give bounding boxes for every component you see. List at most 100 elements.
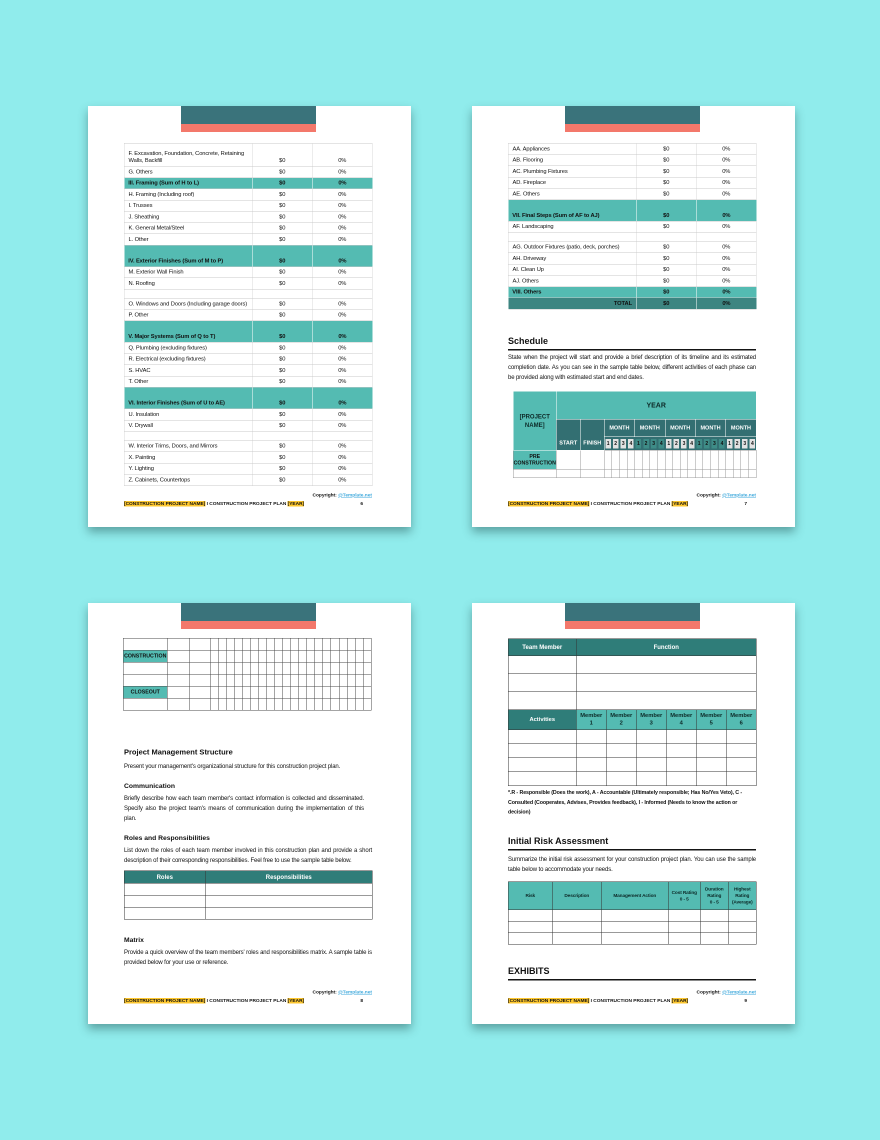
copyright-line: Copyright: @Template.net — [124, 988, 373, 997]
schedule-empty-cell — [626, 469, 635, 478]
cost-row: V. Major Systems (Sum of Q to T) $0 0% — [124, 320, 373, 343]
member-header: Member 5 — [696, 709, 727, 730]
cost-item-percent — [312, 289, 373, 299]
grid-cell — [346, 698, 356, 711]
schedule-empty-cell — [672, 450, 681, 470]
cost-item-amount — [252, 431, 313, 441]
cost-item-percent: 0% — [312, 420, 373, 432]
copyright-label: Copyright: — [312, 989, 337, 996]
grid-cell — [266, 674, 275, 687]
schedule-empty-cell — [687, 469, 696, 478]
grid-cell — [282, 674, 291, 687]
grid-cell — [362, 638, 372, 651]
year-placeholder: [YEAR] — [671, 998, 689, 1004]
cost-item-percent: 0% — [312, 200, 373, 212]
raci-cell — [696, 729, 727, 744]
grid-cell — [362, 686, 372, 699]
cost-item-amount: $0 — [252, 342, 313, 354]
risk-column-header: Highest Rating (Average) — [728, 881, 757, 910]
cost-item-amount: $0 — [252, 200, 313, 212]
cost-item-label: J. Sheathing — [124, 211, 253, 223]
schedule-empty-cell — [556, 450, 581, 470]
cost-item-label: AB. Flooring — [508, 154, 637, 166]
grid-cell — [242, 638, 251, 651]
cost-row: AF. Landscaping $0 0% — [508, 221, 757, 233]
grid-cell — [282, 662, 291, 675]
cost-item-percent: 0% — [312, 353, 373, 365]
cost-item-label: AC. Plumbing Fixtures — [508, 165, 637, 178]
cost-item-amount: $0 — [252, 177, 313, 189]
grid-cell — [274, 662, 283, 675]
team-empty-row — [508, 655, 757, 674]
week-number-cell: 1 — [604, 436, 612, 451]
cost-row — [124, 289, 373, 299]
raci-cell — [636, 757, 667, 772]
schedule-header-row: [PROJECT NAME] YEAR — [513, 391, 757, 451]
cost-item-amount: $0 — [636, 241, 697, 253]
raci-cell — [576, 757, 607, 772]
grid-cell — [226, 650, 235, 663]
roles-responsibilities-paragraph: List down the roles of each team member … — [124, 846, 372, 864]
schedule-empty-cell — [702, 469, 711, 478]
phase-label-cell — [123, 698, 168, 711]
member-header: Member 1 — [576, 709, 607, 730]
template-net-link[interactable]: @Template.net — [338, 989, 372, 996]
footer-title-line: [CONSTRUCTION PROJECT NAME] I CONSTRUCTI… — [508, 997, 756, 1006]
grid-cell — [242, 650, 251, 663]
cost-item-percent: 0% — [312, 166, 373, 178]
cost-item-percent: 0% — [312, 211, 373, 223]
grid-cell — [218, 650, 227, 663]
schedule-empty-cell — [611, 469, 620, 478]
project-name-placeholder: [CONSTRUCTION PROJECT NAME] — [508, 501, 590, 507]
roles-empty-row — [124, 907, 373, 920]
risk-cell — [728, 932, 757, 945]
cost-item-label: V. Drywall — [124, 420, 253, 432]
template-net-link[interactable]: @Template.net — [338, 492, 372, 499]
matrix-paragraph: Provide a quick overview of the team mem… — [124, 948, 372, 966]
risk-cell — [728, 921, 757, 933]
week-number: 1 — [605, 438, 611, 449]
cost-item-percent: 0% — [696, 252, 757, 265]
cost-item-label: H. Framing (Including roof) — [124, 188, 253, 201]
team-member-cell — [508, 691, 577, 710]
grid-cell — [298, 698, 308, 711]
cost-row: O. Windows and Doors (Including garage d… — [124, 298, 373, 310]
schedule-empty-cell — [717, 450, 727, 470]
grid-row — [123, 638, 372, 651]
phase-label-cell: CLOSEOUT — [123, 686, 168, 699]
grid-cell — [290, 698, 300, 711]
template-net-link[interactable]: @Template.net — [722, 492, 756, 499]
grid-cell — [274, 674, 283, 687]
grid-cell — [189, 674, 211, 687]
grid-cell — [258, 638, 267, 651]
risk-cell — [601, 921, 669, 933]
phase-label-cell — [123, 674, 168, 687]
cost-item-amount: $0 — [252, 387, 313, 409]
cost-item-label: S. HVAC — [124, 364, 253, 377]
cost-item-amount: $0 — [252, 222, 313, 234]
roles-header: Roles — [124, 870, 206, 884]
cost-row: AA. Appliances $0 0% — [508, 143, 757, 155]
week-number-cell: 4 — [687, 436, 696, 451]
grid-cell — [167, 686, 190, 699]
raci-empty-row — [508, 757, 757, 772]
schedule-empty-cell — [733, 469, 742, 478]
cost-row — [124, 431, 373, 441]
grid-cell — [234, 662, 243, 675]
grid-cell — [218, 638, 227, 651]
grid-cell — [330, 698, 340, 711]
cost-item-amount: $0 — [636, 264, 697, 276]
schedule-empty-cell — [702, 450, 711, 470]
cost-item-amount: $0 — [252, 233, 313, 246]
header-salmon-bar — [565, 621, 700, 629]
raci-cell — [696, 743, 727, 758]
cost-item-label: AJ. Others — [508, 275, 637, 287]
page-footer: Copyright: @Template.net [CONSTRUCTION P… — [124, 988, 372, 1005]
risk-column-header: Cost Rating 0 - 5 — [668, 881, 701, 910]
grid-cell — [266, 638, 275, 651]
page-number: 9 — [744, 998, 747, 1004]
template-net-link[interactable]: @Template.net — [722, 989, 756, 996]
cost-item-label — [508, 232, 637, 242]
cost-row: Q. Plumbing (excluding fixtures) $0 0% — [124, 342, 373, 354]
schedule-empty-cell — [611, 450, 620, 470]
